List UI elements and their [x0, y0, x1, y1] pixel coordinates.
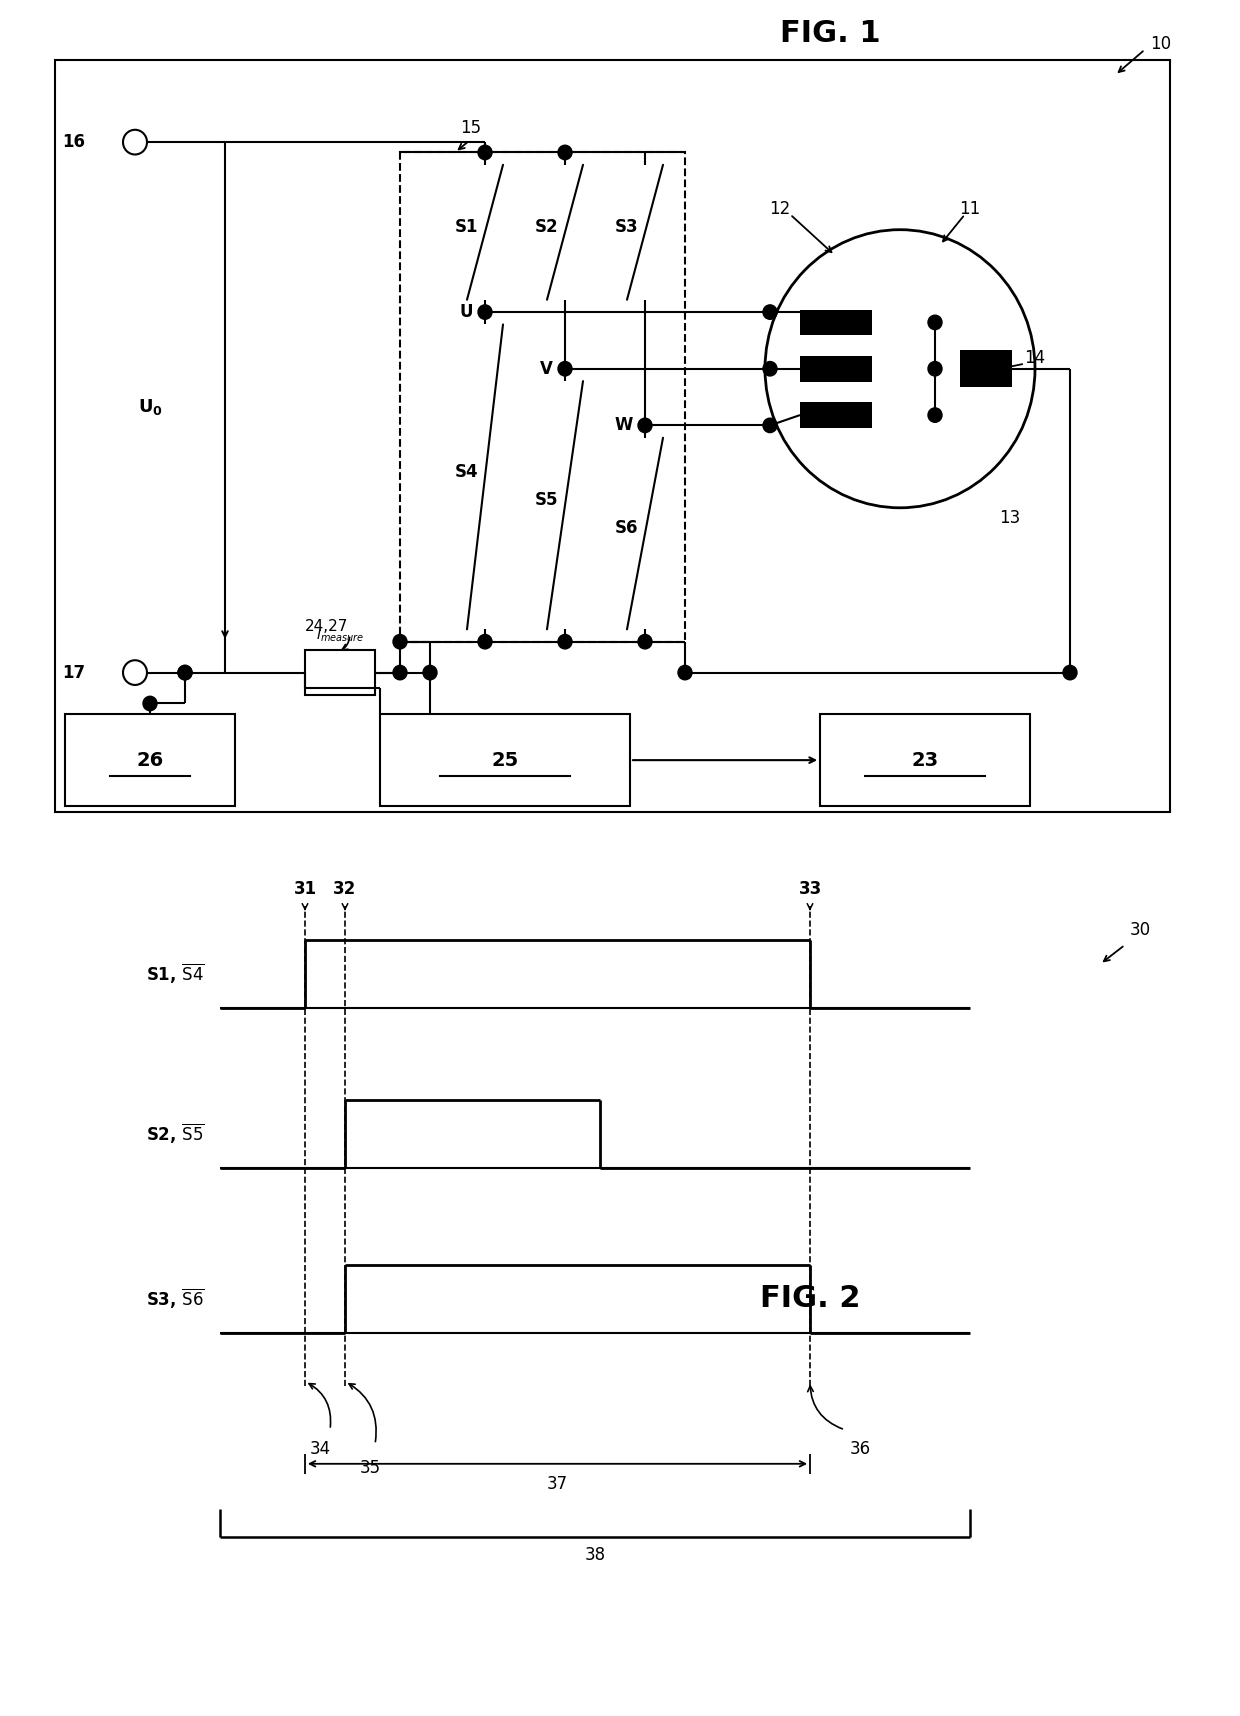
- Circle shape: [1063, 666, 1078, 680]
- Text: U: U: [460, 304, 472, 321]
- Text: S2: S2: [534, 218, 558, 237]
- Circle shape: [763, 305, 777, 319]
- Text: 25: 25: [491, 750, 518, 770]
- Text: S1: S1: [455, 218, 477, 237]
- Bar: [800, 309, 872, 335]
- Text: 37: 37: [547, 1476, 568, 1493]
- Text: 12: 12: [769, 201, 791, 218]
- Text: 14: 14: [1024, 350, 1045, 367]
- Text: S3, $\overline{\mathrm{S6}}$: S3, $\overline{\mathrm{S6}}$: [146, 1287, 205, 1311]
- Circle shape: [558, 362, 572, 376]
- Bar: [64, 714, 236, 807]
- Circle shape: [928, 316, 942, 329]
- Text: 26: 26: [136, 750, 164, 770]
- Text: FIG. 1: FIG. 1: [780, 19, 880, 48]
- Text: 24,27: 24,27: [305, 619, 348, 635]
- Text: 36: 36: [849, 1440, 872, 1457]
- Circle shape: [928, 362, 942, 376]
- Text: 11: 11: [960, 201, 981, 218]
- Text: S1, $\overline{\mathrm{S4}}$: S1, $\overline{\mathrm{S4}}$: [146, 963, 205, 987]
- Text: 31: 31: [294, 880, 316, 897]
- Circle shape: [143, 697, 157, 710]
- Circle shape: [179, 666, 192, 680]
- Circle shape: [558, 146, 572, 160]
- Text: S2, $\overline{\mathrm{S5}}$: S2, $\overline{\mathrm{S5}}$: [146, 1122, 205, 1146]
- Circle shape: [763, 362, 777, 376]
- Bar: [379, 714, 630, 807]
- Text: 13: 13: [999, 510, 1021, 527]
- Text: 35: 35: [360, 1459, 381, 1477]
- Circle shape: [639, 419, 652, 432]
- Text: 16: 16: [62, 134, 86, 151]
- Circle shape: [928, 408, 942, 422]
- Text: 33: 33: [799, 880, 822, 897]
- Circle shape: [763, 419, 777, 432]
- Circle shape: [558, 635, 572, 649]
- Text: W: W: [615, 417, 632, 434]
- Text: $\mathbf{U_0}$: $\mathbf{U_0}$: [138, 398, 162, 417]
- Text: S4: S4: [454, 463, 477, 480]
- Circle shape: [423, 666, 436, 680]
- Bar: [820, 714, 1030, 807]
- Circle shape: [639, 635, 652, 649]
- Text: 23: 23: [911, 750, 939, 770]
- Text: 17: 17: [62, 664, 86, 681]
- Text: 30: 30: [1130, 921, 1151, 939]
- Bar: [800, 355, 872, 381]
- Text: 32: 32: [334, 880, 357, 897]
- Circle shape: [393, 666, 407, 680]
- Bar: [800, 402, 872, 427]
- Text: V: V: [541, 360, 553, 378]
- Text: 15: 15: [460, 118, 481, 137]
- Bar: [401, 153, 684, 642]
- Circle shape: [477, 635, 492, 649]
- Text: FIG. 2: FIG. 2: [760, 1284, 861, 1313]
- Circle shape: [393, 635, 407, 649]
- Bar: [960, 350, 1012, 388]
- Text: S3: S3: [614, 218, 639, 237]
- Text: 34: 34: [310, 1440, 331, 1457]
- Text: S6: S6: [615, 520, 639, 537]
- Text: $I_{measure}$: $I_{measure}$: [316, 628, 365, 644]
- Text: 10: 10: [1149, 36, 1171, 53]
- Circle shape: [477, 305, 492, 319]
- Bar: [305, 650, 374, 695]
- Bar: [55, 60, 1171, 812]
- Text: S5: S5: [534, 491, 558, 510]
- Text: 38: 38: [584, 1546, 605, 1565]
- Circle shape: [477, 146, 492, 160]
- Circle shape: [179, 666, 192, 680]
- Circle shape: [678, 666, 692, 680]
